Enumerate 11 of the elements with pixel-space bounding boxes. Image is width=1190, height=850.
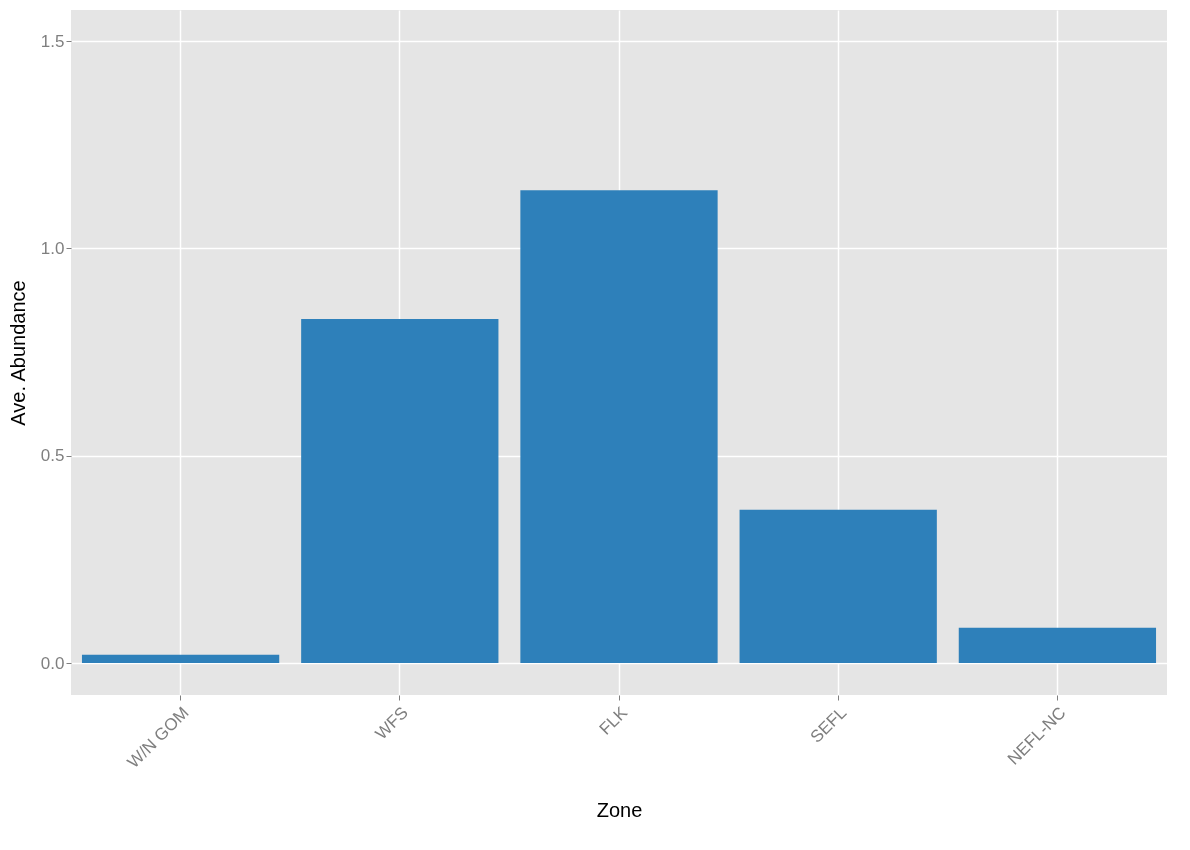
bar <box>301 318 499 664</box>
bar <box>81 654 280 664</box>
bar <box>739 509 937 664</box>
bar <box>958 627 1157 664</box>
y-tick-label: 1.0 <box>40 238 65 258</box>
y-tick-label: 1.5 <box>40 31 65 51</box>
bar <box>520 190 718 664</box>
x-axis-title: Zone <box>596 799 643 822</box>
y-tick-label: 0.5 <box>40 446 65 466</box>
y-axis-title: Ave. Abundance <box>6 280 29 426</box>
y-tick-label: 0.0 <box>40 653 65 673</box>
